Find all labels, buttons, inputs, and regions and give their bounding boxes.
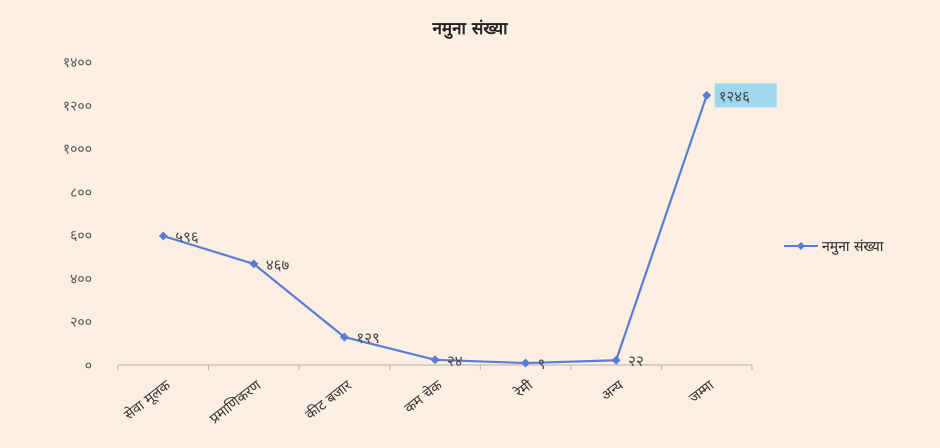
- y-tick-label: ६००: [70, 228, 92, 244]
- data-point: [430, 355, 440, 365]
- data-label: ४६७: [266, 256, 290, 274]
- data-point: [611, 355, 621, 365]
- x-tick-label: कम चेक: [401, 377, 446, 417]
- x-tick-label: अन्य: [599, 377, 628, 404]
- y-tick-label: १४००: [63, 55, 92, 71]
- series-group: ५९६ ४६७ १२९ २४ ९ २२ १२४६: [158, 83, 777, 373]
- y-tick-label: ४००: [70, 271, 92, 287]
- y-tick-label: ८००: [70, 185, 92, 201]
- x-tick-label: कीट बजार: [302, 377, 355, 424]
- data-label: ९: [538, 355, 546, 373]
- data-label: १२४६: [719, 87, 750, 105]
- x-axis-ticks: सेवा मूलक प्रमाणिकरण कीट बजार कम चेक रेमी अन्…: [121, 376, 718, 427]
- data-point: [249, 259, 259, 269]
- x-tick-label: प्रमाणिकरण: [206, 376, 265, 427]
- legend: नमुना संख्या: [784, 239, 884, 255]
- data-label: २४: [447, 352, 463, 370]
- data-point: [158, 231, 168, 241]
- y-tick-label: ०: [85, 358, 92, 374]
- y-tick-label: १०००: [63, 142, 92, 158]
- data-point: [521, 358, 531, 368]
- y-tick-label: २००: [70, 315, 92, 331]
- series-line: [162, 94, 708, 365]
- data-point: [702, 90, 712, 100]
- data-label: २२: [628, 352, 644, 370]
- y-axis-ticks: ० २०० ४०० ६०० ८०० १००० १२०० १४००: [63, 55, 92, 374]
- x-axis: [117, 364, 753, 370]
- x-tick-label: जम्मा: [686, 377, 717, 406]
- chart-title: नमुना संख्या: [431, 19, 508, 39]
- x-tick-label: रेमी: [511, 377, 536, 402]
- legend-label: नमुना संख्या: [822, 239, 884, 255]
- data-label: १२९: [356, 329, 379, 347]
- data-point: [339, 332, 349, 342]
- x-tick-label: सेवा मूलक: [121, 377, 174, 424]
- legend-marker: [797, 242, 805, 250]
- data-label-highlight: [714, 83, 777, 108]
- y-tick-label: १२००: [63, 98, 92, 114]
- data-label: ५९६: [175, 228, 199, 246]
